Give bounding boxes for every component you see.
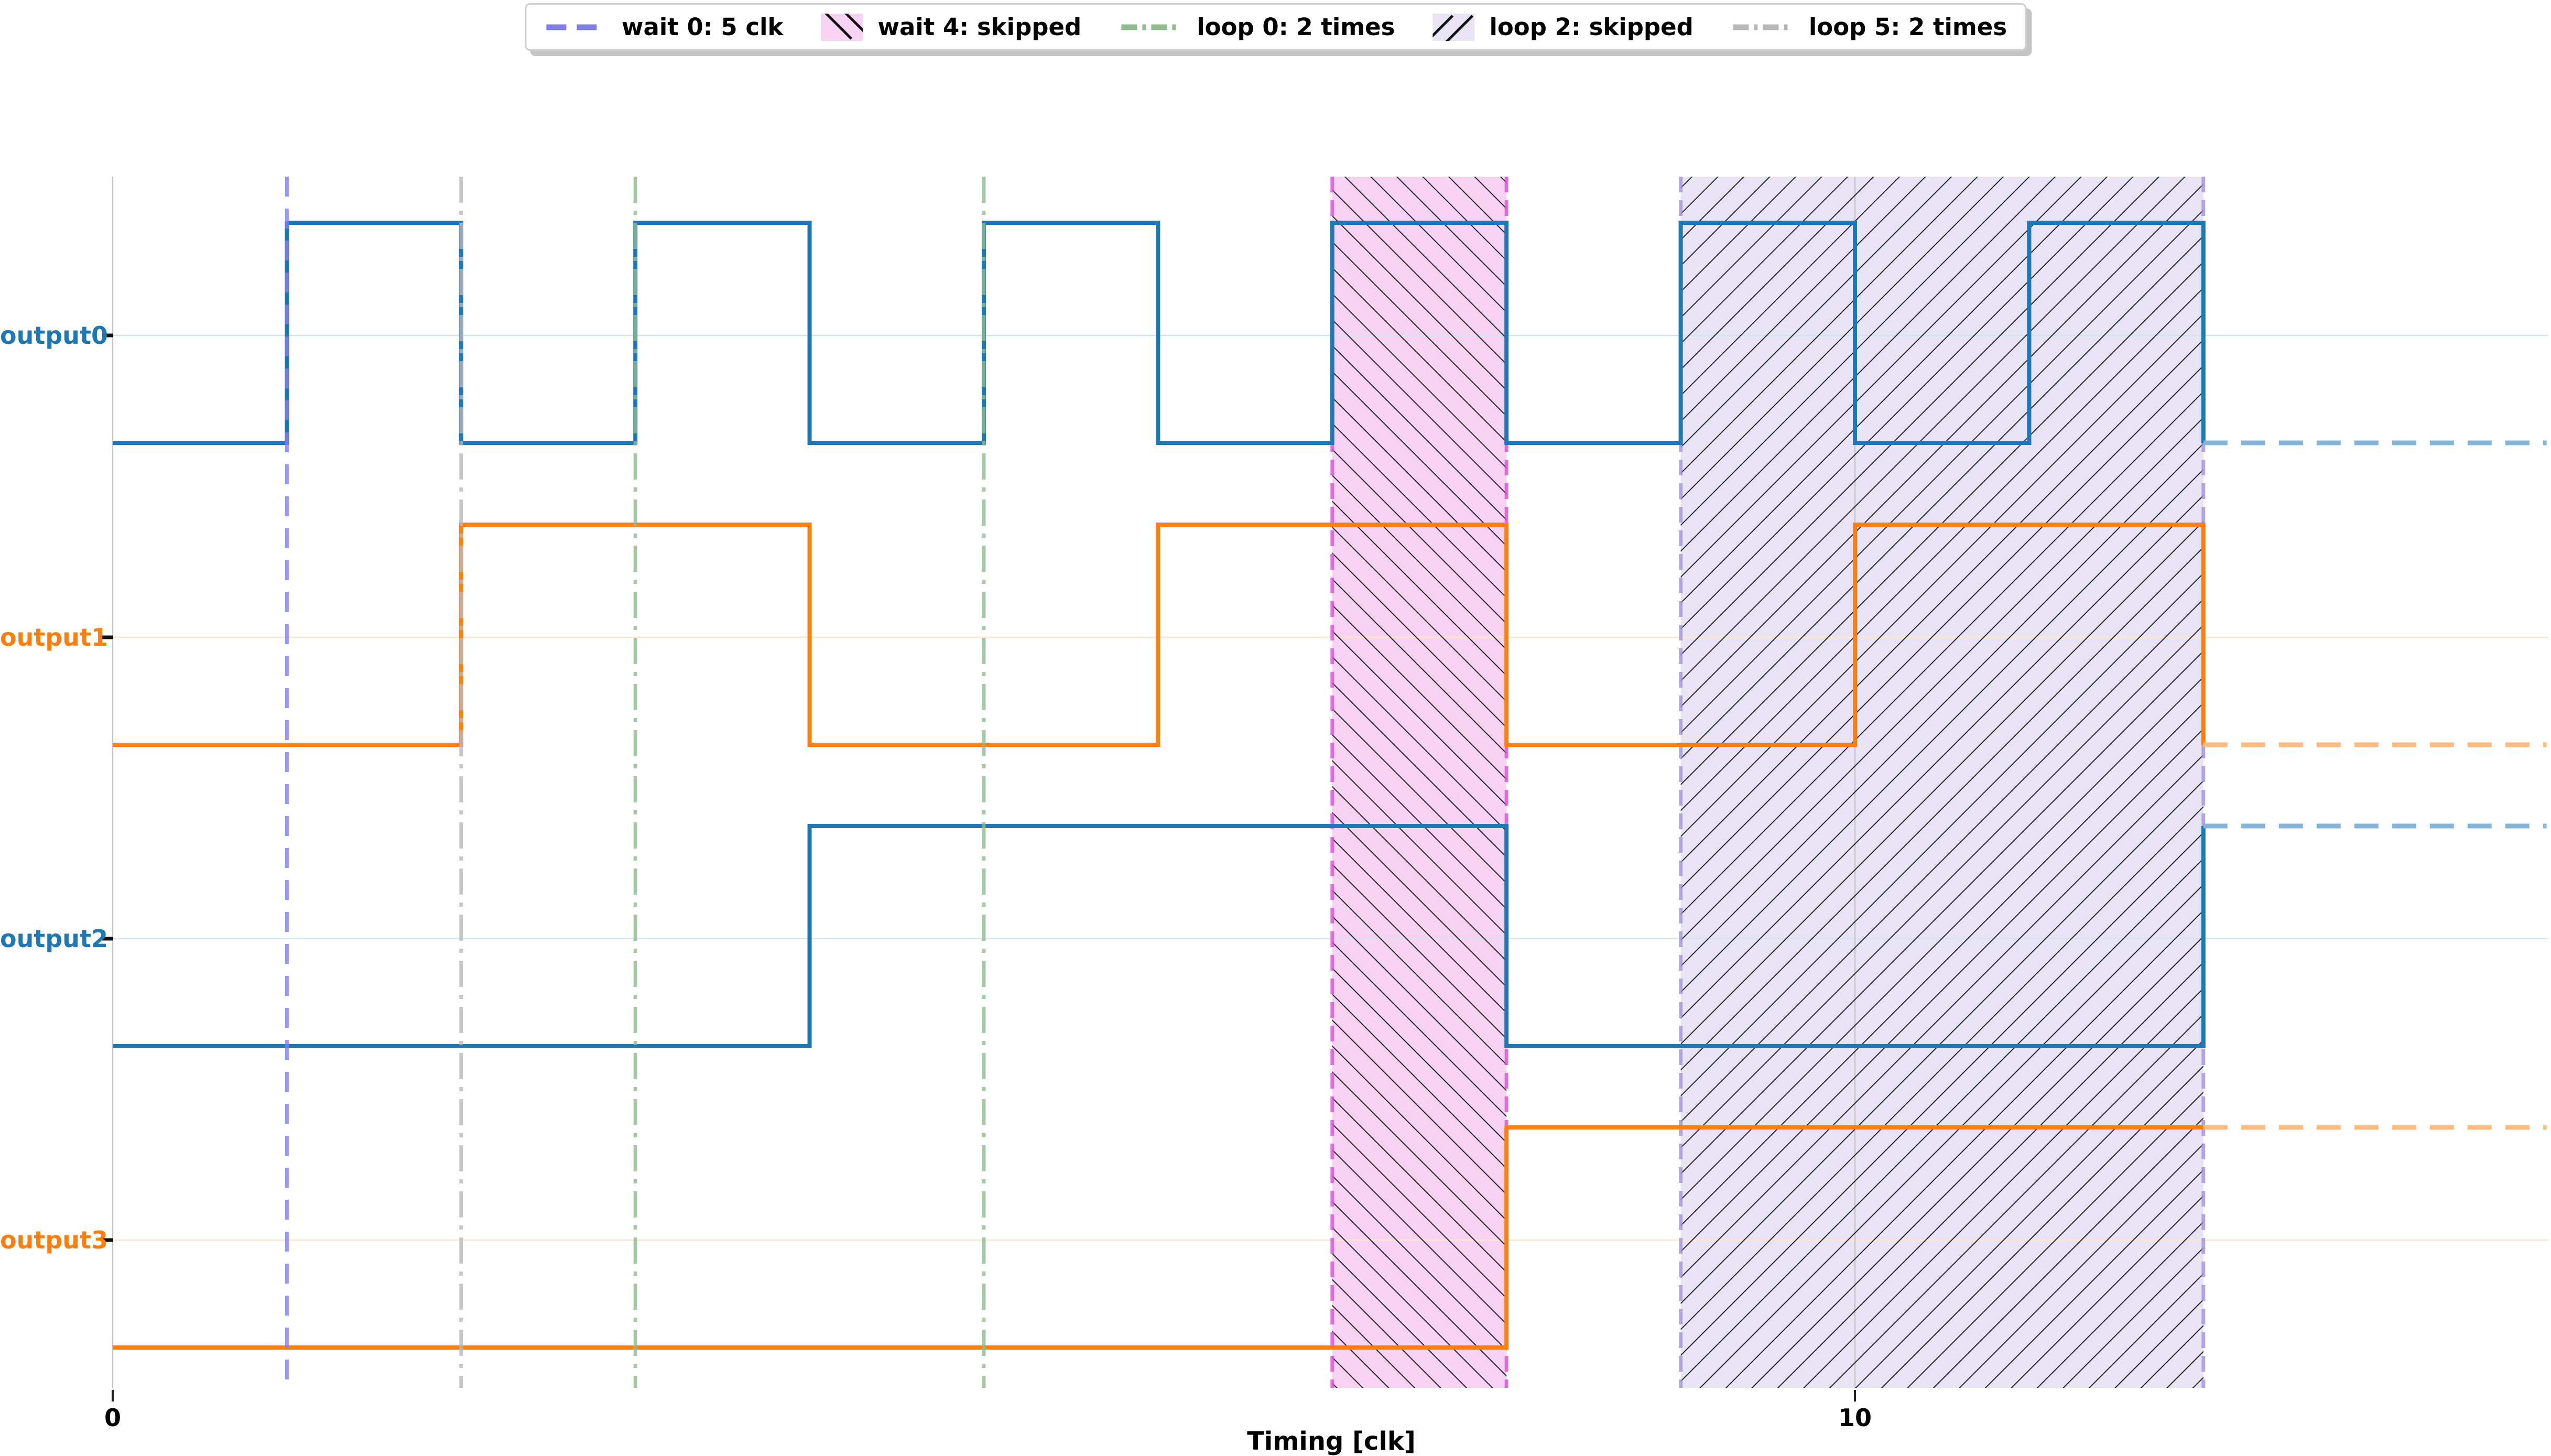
y-axis-label-output3: output3 — [0, 1226, 108, 1254]
legend-label: wait 4: skipped — [877, 13, 1082, 41]
hatched-patch-swatch-icon — [1432, 13, 1475, 41]
legend-label: loop 0: 2 times — [1197, 13, 1395, 41]
y-axis-label-output0: output0 — [0, 321, 108, 350]
x-axis-label: Timing [clk] — [1247, 1427, 1416, 1456]
y-axis-label-output1: output1 — [0, 623, 108, 651]
dashed-line-swatch-icon — [546, 24, 605, 30]
legend-item-loop2: loop 2: skipped — [1432, 13, 1694, 41]
legend-label: loop 2: skipped — [1489, 13, 1694, 41]
x-tick-label-10: 10 — [1838, 1404, 1872, 1432]
legend: wait 0: 5 clk wait 4: skipped loop 0: 2 … — [524, 3, 2027, 51]
dashdot-line-swatch-icon — [1121, 24, 1180, 30]
hatched-patch-swatch-icon — [821, 13, 863, 41]
legend-label: loop 5: 2 times — [1808, 13, 2007, 41]
legend-item-loop5: loop 5: 2 times — [1731, 13, 2007, 41]
legend-item-loop0: loop 0: 2 times — [1119, 13, 1395, 41]
legend-label: wait 0: 5 clk — [621, 13, 784, 41]
y-axis-label-output2: output2 — [0, 925, 108, 953]
dashdot-line-swatch-icon — [1733, 24, 1792, 30]
legend-item-wait0: wait 0: 5 clk — [544, 13, 784, 41]
x-tick-label-0: 0 — [104, 1404, 121, 1432]
legend-item-wait4: wait 4: skipped — [821, 13, 1081, 41]
